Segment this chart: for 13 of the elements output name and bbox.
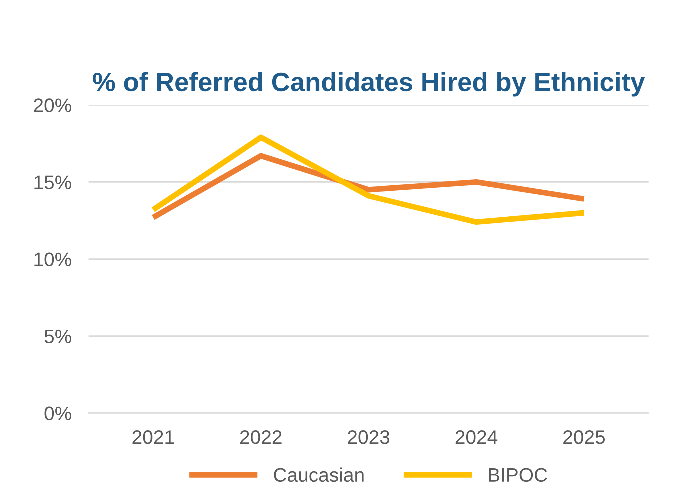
y-tick-label: 0% — [44, 406, 72, 421]
x-tick-label: 2023 — [348, 430, 390, 444]
y-tick-label: 15% — [34, 176, 72, 190]
x-tick-label: 2025 — [564, 430, 606, 444]
chart-title: % of Referred Candidates Hired by Ethnicity — [93, 72, 646, 97]
y-tick-label: 20% — [34, 98, 72, 112]
legend-label: BIPOC — [489, 468, 548, 482]
legend-label: Caucasian — [274, 468, 364, 482]
y-tick-label: 5% — [44, 330, 72, 344]
x-tick-label: 2024 — [456, 430, 498, 444]
y-tick-label: 10% — [34, 252, 72, 267]
x-tick-label: 2021 — [132, 430, 174, 444]
x-tick-label: 2022 — [240, 430, 282, 444]
